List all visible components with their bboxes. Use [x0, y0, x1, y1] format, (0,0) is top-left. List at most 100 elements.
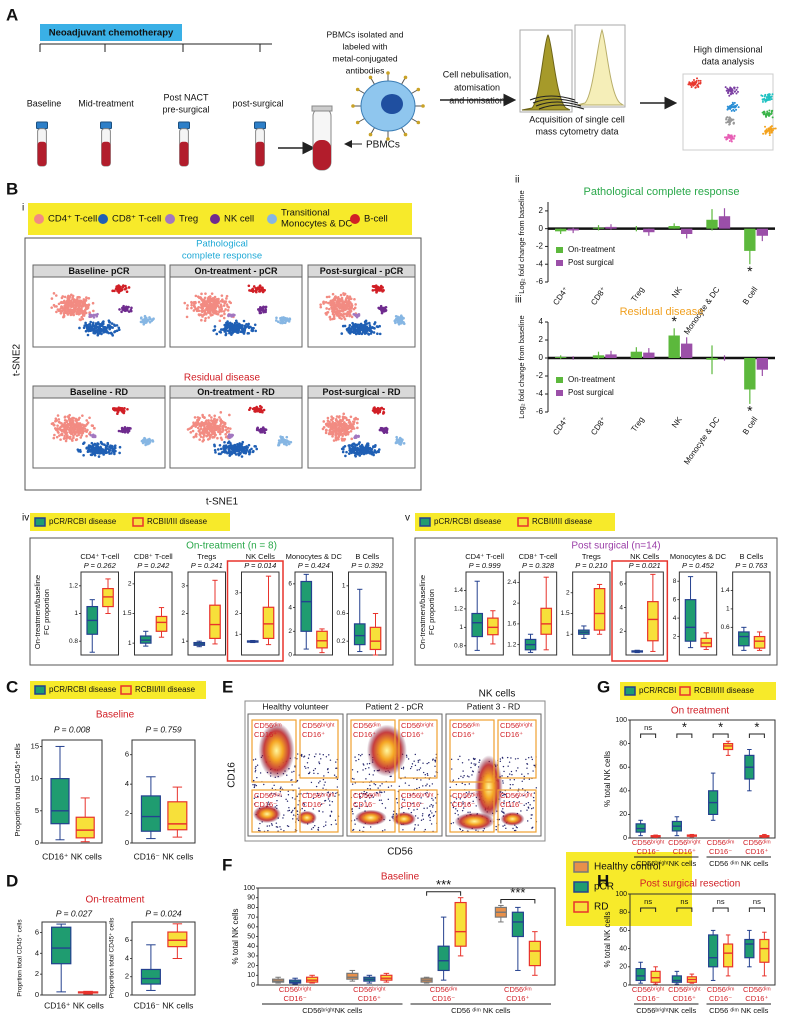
cell-dot — [125, 305, 128, 309]
cell-dot — [367, 333, 371, 336]
cell-dot — [222, 310, 226, 313]
cell-dot — [342, 448, 345, 451]
event-dot — [457, 758, 459, 761]
label: post-surgical — [232, 98, 283, 108]
cell-dot — [152, 317, 155, 321]
cell-dot — [324, 431, 328, 435]
event-dot — [369, 784, 371, 787]
cell-dot — [231, 331, 234, 335]
cell-dot — [190, 301, 194, 305]
event-dot — [275, 826, 278, 828]
cell-dot — [382, 411, 386, 414]
legend-swatch — [556, 260, 563, 266]
cell-dot — [224, 435, 228, 439]
event-dot — [380, 799, 382, 801]
label: iii — [515, 295, 522, 306]
cell-dot — [363, 330, 366, 334]
metal-tag — [368, 132, 373, 137]
cell-dot — [127, 286, 131, 289]
cell-dot — [93, 329, 96, 332]
cell-dot — [105, 451, 109, 454]
cell-dot — [112, 407, 116, 410]
cell-dot — [328, 420, 331, 424]
event-dot — [422, 762, 424, 764]
event-dot — [317, 828, 319, 831]
cell-dot — [201, 304, 205, 308]
cell-dot — [373, 288, 377, 292]
cell-dot — [113, 452, 116, 456]
cell-dot — [93, 450, 97, 453]
axis-label: CD16 — [227, 762, 238, 788]
event-dot — [430, 823, 433, 825]
cell-dot — [262, 305, 265, 309]
cell-dot — [325, 311, 329, 314]
box — [316, 630, 328, 649]
cell-dot — [71, 302, 75, 305]
event-dot — [449, 786, 451, 788]
event-dot — [331, 801, 334, 803]
event-dot — [335, 776, 337, 778]
significance: * — [718, 719, 723, 734]
label: P = 0.241 — [191, 561, 223, 570]
event-dot — [254, 758, 257, 760]
label: Tregs — [582, 552, 601, 561]
cell-dot — [226, 326, 229, 329]
cell-dot — [55, 305, 58, 308]
event-dot — [451, 768, 453, 770]
legend-label: RCBII/III disease — [135, 685, 196, 694]
cell-dot — [341, 450, 345, 454]
event-dot — [383, 791, 386, 793]
cell-dot — [342, 412, 346, 416]
cell-dot — [218, 330, 222, 334]
cell-dot — [194, 307, 197, 311]
event-dot — [509, 779, 511, 781]
cell-dot — [330, 415, 333, 418]
thumb-dot — [774, 127, 777, 130]
cell-dot — [61, 301, 65, 305]
cell-dot — [402, 442, 406, 445]
label: CD16⁺ — [353, 730, 376, 739]
event-dot — [419, 759, 421, 761]
cell-dot — [185, 307, 189, 310]
thumb-dot — [770, 113, 773, 116]
event-dot — [381, 802, 383, 805]
thumb-dot — [733, 134, 736, 137]
event-dot — [318, 810, 320, 813]
y-tick-label: 2 — [125, 809, 129, 818]
event-dot — [396, 802, 399, 804]
cell-dot — [248, 450, 252, 454]
event-dot — [373, 783, 375, 785]
label: Residual disease — [620, 306, 704, 318]
event-dot — [256, 764, 259, 766]
legend-swatch — [34, 685, 46, 695]
box — [487, 617, 499, 636]
event-dot — [287, 790, 289, 792]
cell-dot — [238, 323, 242, 327]
event-dot — [520, 810, 522, 812]
label: CD16⁻ — [500, 800, 523, 809]
event-dot — [535, 787, 538, 789]
cell-dot — [215, 310, 218, 313]
thumb-dot — [727, 119, 730, 122]
cell-dot — [70, 313, 74, 316]
event-dot — [526, 820, 529, 822]
thumb-dot — [731, 92, 734, 95]
cell-dot — [76, 430, 79, 433]
box — [753, 635, 766, 649]
cell-dot — [86, 324, 89, 327]
cell-dot — [260, 429, 264, 433]
event-dot — [420, 779, 422, 781]
event-dot — [464, 783, 466, 786]
event-dot — [426, 783, 428, 785]
cell-dot — [93, 453, 97, 457]
event-dot — [474, 764, 476, 767]
label: PBMCs — [366, 140, 400, 151]
event-dot — [468, 759, 470, 761]
cell-dot — [336, 298, 340, 302]
event-dot — [323, 775, 325, 777]
y-tick-label: 15 — [31, 741, 39, 750]
event-dot — [390, 785, 393, 787]
cell-dot — [381, 428, 385, 432]
label: CD56ᵇʳⁱᵍʰᵗ — [668, 838, 701, 847]
event-dot — [254, 783, 256, 786]
